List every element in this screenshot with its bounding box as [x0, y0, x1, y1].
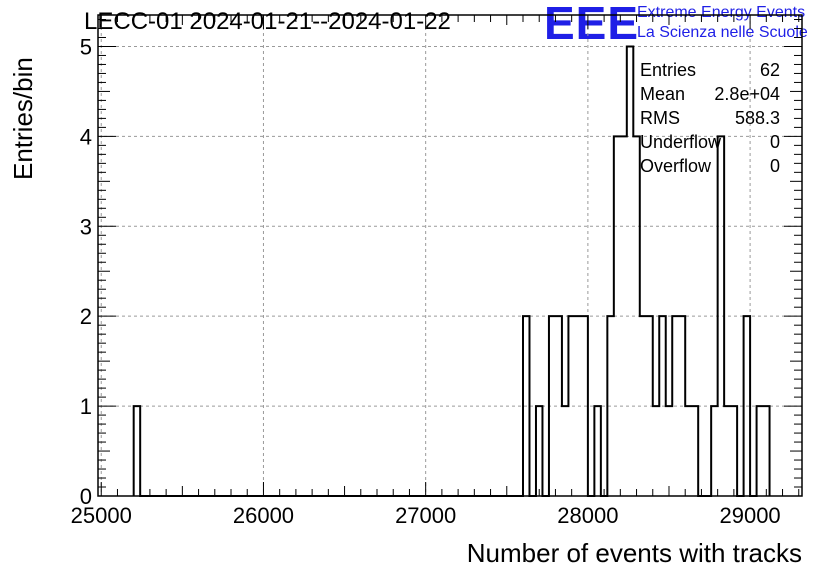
histogram-bin: [536, 406, 542, 496]
histogram-bin: [646, 316, 652, 496]
stat-overflow: Overflow 0: [640, 156, 780, 180]
stat-underflow-value: 0: [769, 132, 780, 152]
stat-rms-value: 588.3: [734, 108, 780, 128]
chart-title: LECC-01 2024-01-21--2024-01-22: [84, 8, 451, 35]
histogram-bin: [731, 406, 737, 496]
stat-entries-label: Entries: [640, 60, 697, 80]
y-tick-label: 1: [80, 394, 92, 419]
x-tick-label: 27000: [395, 503, 456, 528]
y-tick-label: 3: [80, 214, 92, 239]
x-tick-label: 26000: [233, 503, 294, 528]
histogram-bin: [555, 316, 561, 496]
histogram-bin: [575, 316, 581, 496]
histogram-bin: [134, 406, 140, 496]
histogram-bin: [620, 136, 626, 496]
stat-mean-value: 2.8e+04: [714, 84, 780, 104]
histogram-bin: [679, 316, 685, 496]
stat-mean: Mean 2.8e+04: [640, 84, 780, 108]
histogram-bin: [581, 316, 587, 496]
histogram-bin: [607, 316, 613, 496]
histogram-bin: [523, 316, 529, 496]
histogram-bin: [711, 406, 717, 496]
stat-underflow-label: Underflow: [640, 132, 722, 152]
histogram-bin: [666, 406, 672, 496]
histogram-bin: [640, 316, 646, 496]
y-tick-label: 5: [80, 34, 92, 59]
stat-overflow-label: Overflow: [640, 156, 712, 176]
y-tick-label: 4: [80, 124, 92, 149]
histogram-bin: [692, 406, 698, 496]
y-axis-label: Entries/bin: [8, 57, 38, 180]
eee-logo: EEE: [544, 0, 640, 49]
histogram-bin: [549, 316, 555, 496]
x-tick-label: 28000: [557, 503, 618, 528]
histogram-bin: [568, 316, 574, 496]
x-tick-label: 29000: [719, 503, 780, 528]
histogram-bin: [685, 406, 691, 496]
histogram-bin: [614, 136, 620, 496]
stat-overflow-value: 0: [769, 156, 780, 176]
logo-text-line2: La Scienza nelle Scuole: [637, 24, 808, 41]
histogram-bin: [757, 406, 763, 496]
stat-underflow: Underflow 0: [640, 132, 780, 156]
stat-rms: RMS 588.3: [640, 108, 780, 132]
stat-entries-value: 62: [759, 60, 780, 80]
histogram-bin: [718, 136, 724, 496]
histogram-bin: [627, 46, 633, 496]
histogram-bin: [672, 316, 678, 496]
stats-box: Entries 62 Mean 2.8e+04 RMS 588.3 Underf…: [640, 60, 780, 180]
histogram-bin: [659, 316, 665, 496]
x-axis-label: Number of events with tracks: [466, 538, 802, 568]
histogram-outline: [132, 45, 771, 497]
histogram-bin: [744, 316, 750, 496]
logo-text-line1: Extreme Energy Events: [637, 4, 806, 21]
histogram-bin: [562, 406, 568, 496]
stat-entries: Entries 62: [640, 60, 780, 84]
histogram-bin: [594, 406, 600, 496]
y-tick-label: 0: [80, 484, 92, 509]
histogram-bin: [653, 406, 659, 496]
histogram-bin: [633, 136, 639, 496]
histogram-bin: [763, 406, 769, 496]
y-tick-label: 2: [80, 304, 92, 329]
x-tick-label: 25000: [71, 503, 132, 528]
histogram-bin: [724, 406, 730, 496]
stat-mean-label: Mean: [640, 84, 686, 104]
stat-rms-label: RMS: [640, 108, 680, 128]
